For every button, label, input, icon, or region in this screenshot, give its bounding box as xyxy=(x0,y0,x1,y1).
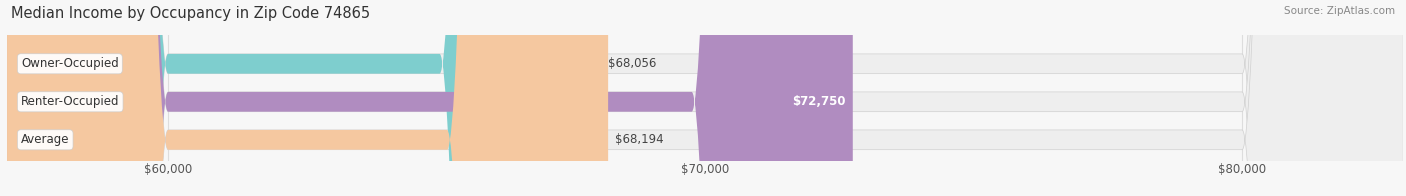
Text: Average: Average xyxy=(21,133,69,146)
FancyBboxPatch shape xyxy=(7,0,1403,196)
FancyBboxPatch shape xyxy=(7,0,1403,196)
FancyBboxPatch shape xyxy=(7,0,600,196)
FancyBboxPatch shape xyxy=(7,0,853,196)
Text: $72,750: $72,750 xyxy=(793,95,846,108)
Text: Renter-Occupied: Renter-Occupied xyxy=(21,95,120,108)
Text: $68,194: $68,194 xyxy=(614,133,664,146)
Text: Median Income by Occupancy in Zip Code 74865: Median Income by Occupancy in Zip Code 7… xyxy=(11,6,370,21)
Text: Source: ZipAtlas.com: Source: ZipAtlas.com xyxy=(1284,6,1395,16)
Text: Owner-Occupied: Owner-Occupied xyxy=(21,57,118,70)
FancyBboxPatch shape xyxy=(7,0,609,196)
FancyBboxPatch shape xyxy=(7,0,1403,196)
Text: $68,056: $68,056 xyxy=(607,57,657,70)
